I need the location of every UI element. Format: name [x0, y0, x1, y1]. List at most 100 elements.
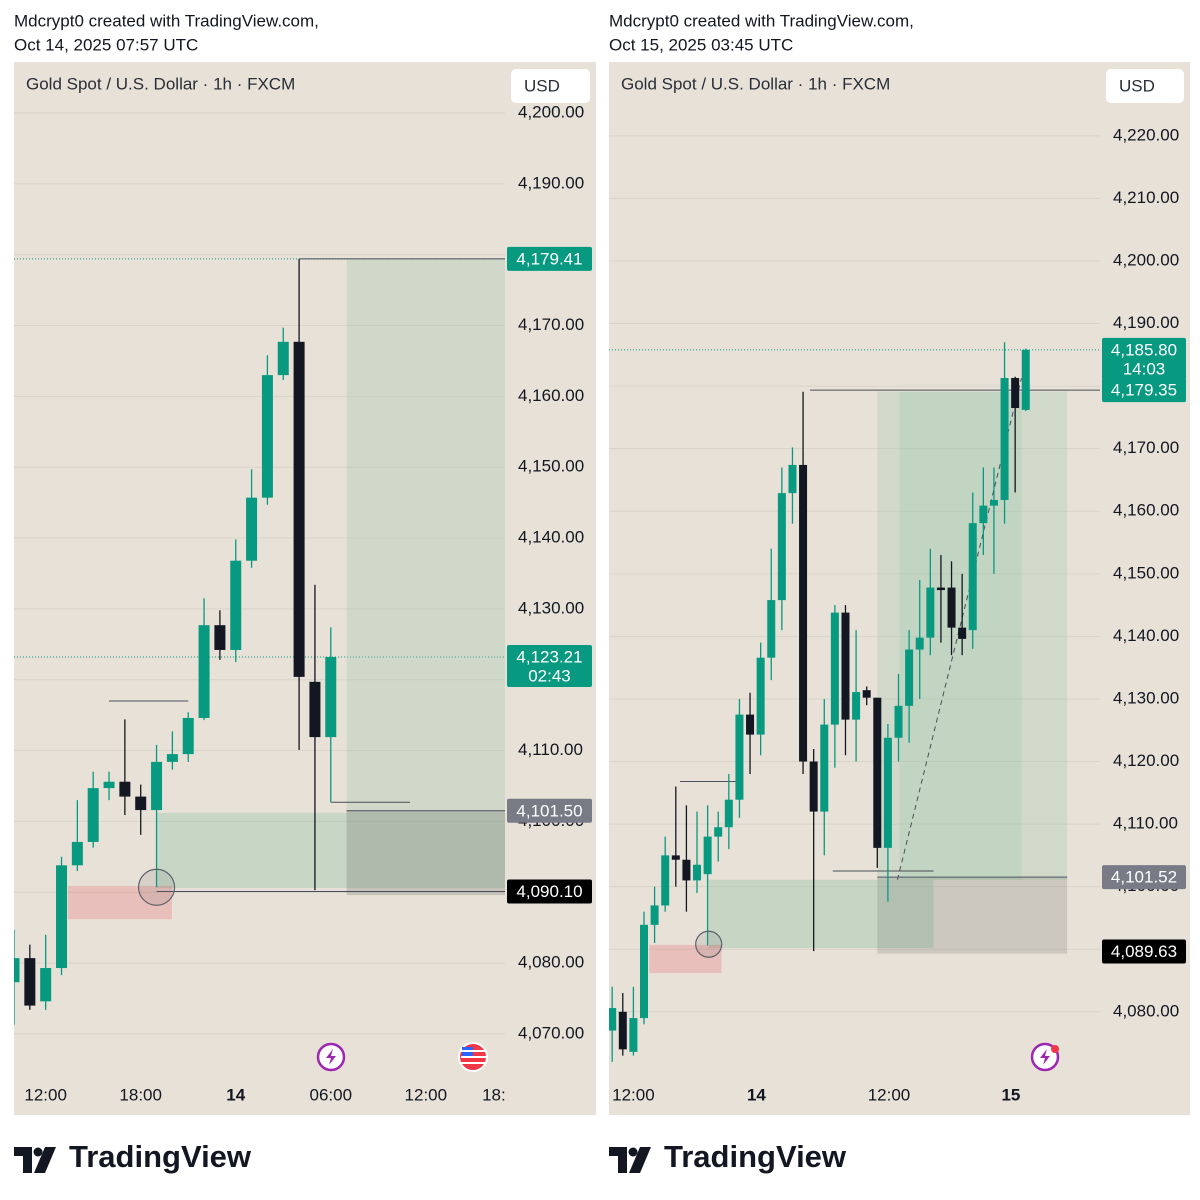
header-line: Mdcrypt0 created with TradingView.com, — [14, 11, 319, 30]
logo-text: TradingView — [69, 1139, 252, 1174]
marker-circle — [137, 868, 176, 906]
price-label: 4,101.50 — [516, 801, 582, 820]
logo-dot — [628, 1147, 638, 1157]
candle-body — [862, 690, 871, 698]
y-tick-label: 4,150.00 — [518, 457, 584, 476]
candle-body — [56, 865, 68, 969]
x-tick-label: 18:00 — [119, 1085, 162, 1104]
y-tick-label: 4,200.00 — [518, 102, 584, 121]
flag-icon[interactable] — [458, 1042, 488, 1072]
y-tick-label: 4,150.00 — [1113, 563, 1179, 582]
price-label: 4,185.80 — [1111, 340, 1177, 359]
price-countdown: 14:03 — [1123, 359, 1166, 378]
x-tick-label: 12:00 — [868, 1085, 911, 1104]
currency-box[interactable] — [1106, 69, 1184, 103]
candle-body — [703, 836, 712, 875]
candle-body — [246, 497, 258, 561]
price-label: 4,179.35 — [1111, 381, 1177, 400]
candle-body — [14, 958, 20, 983]
y-tick-label: 4,140.00 — [518, 528, 584, 547]
candle-body — [609, 1008, 617, 1031]
candle-body — [735, 714, 744, 800]
y-tick-label: 4,130.00 — [518, 598, 584, 617]
x-tick-label: 14 — [226, 1085, 245, 1104]
price-label-box — [507, 798, 592, 823]
candle-body — [809, 761, 818, 812]
x-tick-label: 12:00 — [405, 1085, 448, 1104]
x-tick-label: 14 — [747, 1085, 766, 1104]
candle-body — [214, 625, 226, 650]
price-label-box — [507, 644, 592, 687]
zone — [877, 877, 1068, 954]
candle-body — [936, 587, 945, 591]
price-label-box — [507, 879, 592, 904]
logo-shape — [609, 1147, 627, 1173]
candle-body — [277, 341, 289, 376]
icon-bolt[interactable] — [326, 1049, 336, 1065]
panel-background — [14, 62, 596, 1115]
candle-body — [325, 656, 337, 738]
logo-icon — [609, 1147, 651, 1173]
y-tick-label: 4,140.00 — [1113, 626, 1179, 645]
candle-body — [693, 864, 702, 881]
candle-body — [151, 761, 163, 811]
candle-body — [989, 499, 998, 506]
candle-body — [873, 697, 882, 848]
candle-body — [915, 637, 924, 650]
candle-body — [103, 781, 115, 789]
currency-box[interactable] — [511, 69, 590, 103]
candle-body — [777, 493, 786, 601]
currency-label: USD — [524, 76, 560, 95]
x-tick-label: 06:00 — [310, 1085, 353, 1104]
price-countdown: 02:43 — [528, 666, 571, 685]
candle-body — [905, 649, 914, 706]
zone — [708, 879, 934, 948]
y-tick-label: 4,220.00 — [1113, 125, 1179, 144]
candle-body — [682, 859, 691, 881]
candle-body — [671, 855, 680, 860]
candle-body — [894, 705, 903, 738]
header-line: Oct 15, 2025 03:45 UTC — [609, 35, 793, 54]
price-label: 4,179.41 — [516, 249, 582, 268]
price-label-box — [507, 246, 592, 271]
candle-body — [1011, 377, 1020, 409]
x-tick-label: 12:00 — [24, 1085, 67, 1104]
price-label: 4,101.52 — [1111, 868, 1177, 887]
chart-panel: Mdcrypt0 created with TradingView.com, Oc… — [14, 11, 596, 1174]
candle-body — [788, 464, 797, 494]
candle-body — [71, 841, 83, 866]
y-tick-label: 4,080.00 — [1113, 1001, 1179, 1020]
y-tick-label: 4,110.00 — [518, 740, 583, 759]
currency-label: USD — [1119, 76, 1155, 95]
candle-body — [1000, 377, 1009, 500]
candle-body — [947, 587, 956, 628]
icon-bolt[interactable] — [1040, 1049, 1050, 1065]
price-label: 4,090.10 — [516, 882, 582, 901]
logo-shape — [34, 1147, 56, 1173]
y-tick-label: 4,160.00 — [1113, 501, 1179, 520]
candle-body — [968, 523, 977, 631]
price-label: 4,089.63 — [1111, 942, 1177, 961]
header-line: Mdcrypt0 created with TradingView.com, — [609, 11, 914, 30]
candle-body — [714, 827, 723, 837]
y-tick-label: 4,190.00 — [1113, 313, 1179, 332]
candle-body — [852, 692, 861, 720]
candle-body — [618, 1011, 627, 1050]
candle-body — [756, 657, 765, 735]
candle-body — [198, 625, 210, 718]
y-tick-label: 4,170.00 — [518, 315, 584, 334]
price-label-box — [1102, 378, 1186, 403]
logo-shape — [629, 1147, 651, 1173]
y-tick-label: 4,070.00 — [518, 1023, 584, 1042]
header-line: Oct 14, 2025 07:57 UTC — [14, 35, 198, 54]
candle-body — [119, 781, 131, 797]
candle-body — [293, 341, 305, 677]
y-tick-label: 4,110.00 — [1113, 814, 1178, 833]
candle-body — [230, 560, 242, 650]
y-tick-label: 4,080.00 — [518, 953, 584, 972]
price-label-box — [1102, 337, 1186, 380]
price-label: 4,123.21 — [516, 647, 582, 666]
chart-icon[interactable] — [316, 1042, 346, 1072]
y-tick-label: 4,170.00 — [1113, 438, 1179, 457]
